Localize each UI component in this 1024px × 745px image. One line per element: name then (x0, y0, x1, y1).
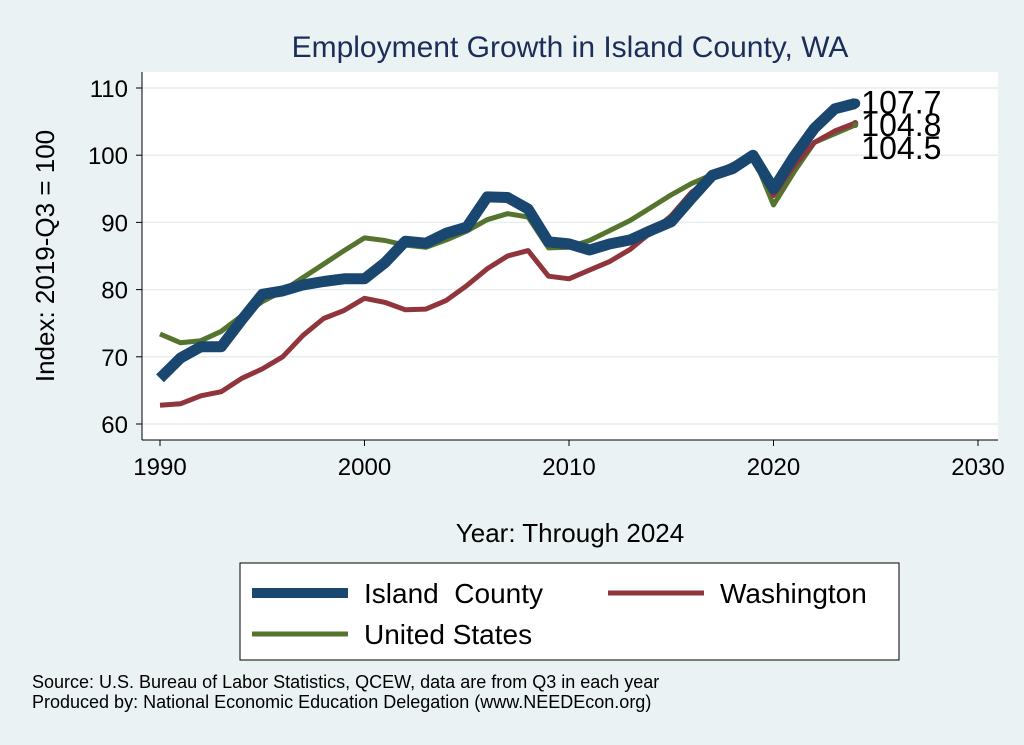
axes-layer: 60 70 80 90 100 110 1990 2000 2010 2020 2030 (88, 72, 1005, 481)
end-marker-united-states (852, 121, 859, 128)
chart-title: Employment Growth in Island County, WA (292, 31, 849, 64)
end-label-washington: 104.8 (861, 107, 941, 143)
series-layer (156, 98, 861, 408)
source-line: Source: U.S. Bureau of Labor Statistics,… (32, 672, 660, 692)
end-label-united-states: 104.5 (861, 130, 941, 166)
legend-label-washington: Washington (720, 578, 867, 609)
legend-label-us: United States (364, 619, 532, 650)
y-tick-label-70: 70 (101, 345, 128, 372)
end-label-island-county: 107.7 (861, 84, 941, 120)
x-tick-label-2020: 2020 (747, 454, 800, 481)
x-tick-label-1990: 1990 (133, 454, 186, 481)
produced-by-line: Produced by: National Economic Education… (32, 692, 652, 712)
x-axis-title: Year: Through 2024 (456, 518, 684, 548)
plot-area (142, 72, 998, 440)
y-tick-label-100: 100 (88, 143, 128, 170)
x-tick-label-2030: 2030 (951, 454, 1004, 481)
y-tick-label-80: 80 (101, 278, 128, 305)
y-tick-label-90: 90 (101, 210, 128, 237)
legend: Island County Washington United States (239, 562, 900, 661)
end-marker-island-county (850, 98, 861, 109)
series-line-island-county (156, 98, 857, 383)
x-tick-label-2000: 2000 (338, 454, 391, 481)
source-note: Source: U.S. Bureau of Labor Statistics,… (32, 672, 659, 712)
y-tick-label-110: 110 (90, 76, 128, 103)
x-tick-label-2010: 2010 (542, 454, 595, 481)
legend-box (239, 562, 900, 661)
legend-label-island: Island County (364, 578, 543, 609)
y-axis-title: Index: 2019-Q3 = 100 (30, 130, 60, 382)
y-tick-label-60: 60 (101, 412, 128, 439)
